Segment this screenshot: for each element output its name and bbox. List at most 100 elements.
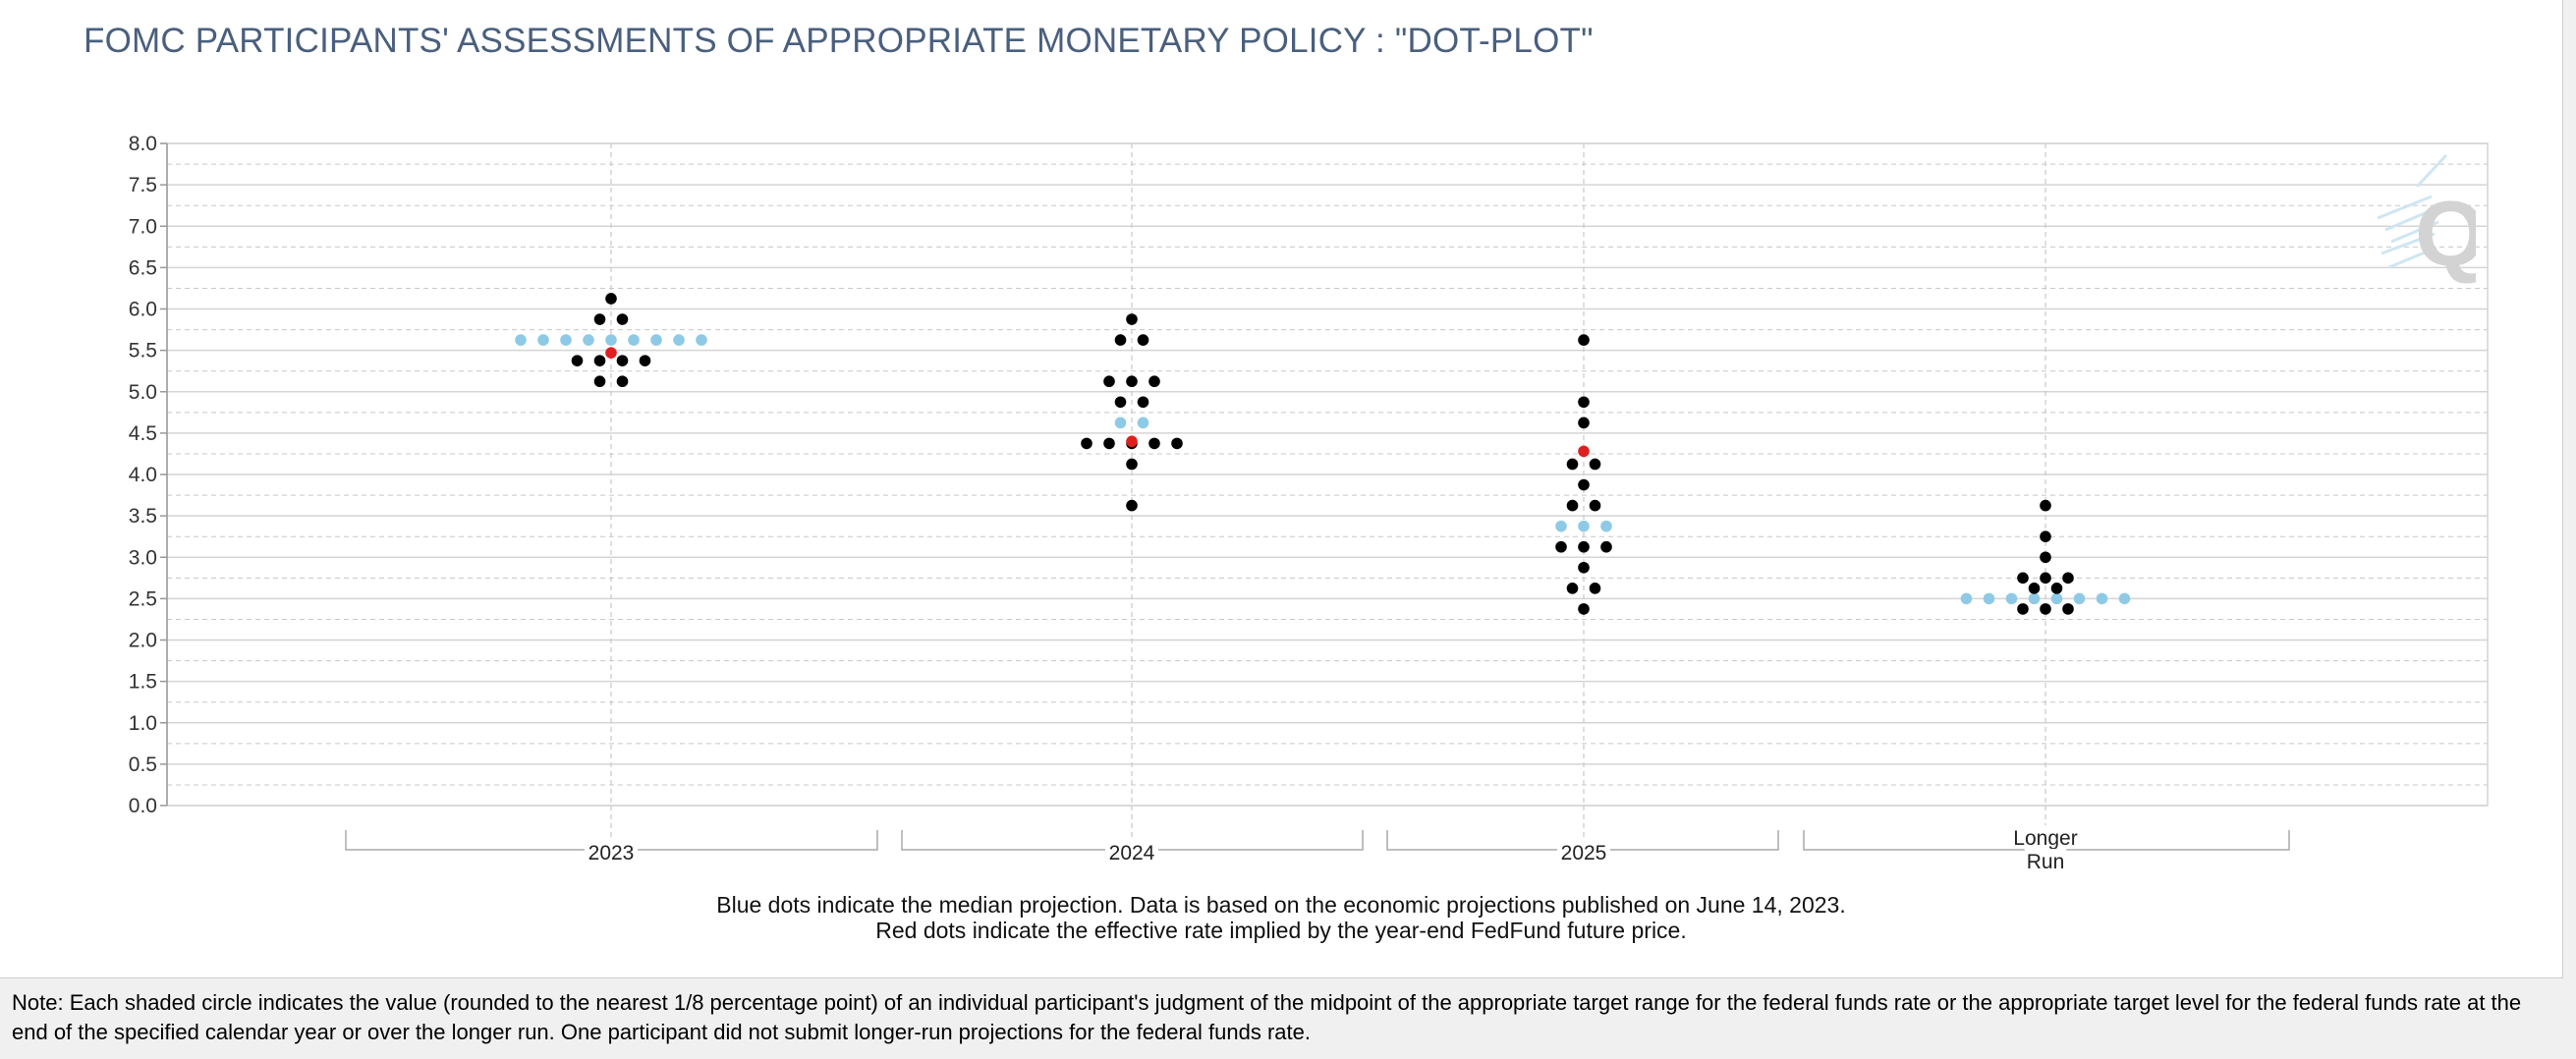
participant-dot	[1126, 458, 1138, 471]
participant-dot	[1171, 437, 1183, 450]
participant-dot	[1600, 540, 1612, 553]
median-dot	[2028, 592, 2041, 605]
median-dot	[696, 334, 707, 346]
participant-dot	[1578, 334, 1590, 346]
y-tick-label: 1.5	[129, 671, 157, 694]
participant-dot	[1126, 375, 1138, 388]
dot-plot-chart: 0.0 0.5 1.0 1.5 2.0 2.5 3.0 3.5 4.0 4.5 5.0 5.5 6.0 6…	[129, 133, 2489, 873]
footnote: Note: Each shaded circle indicates the v…	[12, 990, 2522, 1044]
median-dot	[2118, 592, 2131, 605]
chart-title: FOMC PARTICIPANTS' ASSESSMENTS OF APPROP…	[84, 22, 1594, 60]
participant-dot	[639, 355, 651, 366]
x-tick-label: Longer	[2013, 827, 2077, 850]
participant-dot	[605, 293, 617, 305]
participant-dot	[2040, 499, 2051, 512]
x-tick-label: Run	[2027, 851, 2065, 873]
participant-dot	[2017, 603, 2029, 615]
median-dot	[2073, 592, 2086, 605]
median-dot	[1600, 520, 1612, 532]
participant-dot	[2040, 603, 2051, 615]
y-tick-label: 7.5	[129, 174, 157, 196]
x-tick-label: 2025	[1561, 842, 1607, 864]
participant-dot	[1103, 375, 1115, 388]
y-tick-label: 5.5	[129, 340, 157, 362]
y-tick-label: 4.0	[129, 464, 157, 486]
participant-dot	[593, 355, 606, 366]
participant-dot	[1114, 334, 1127, 346]
x-label-bg	[1105, 840, 1158, 864]
y-tick-label: 0.5	[129, 753, 157, 776]
participant-dot	[1148, 375, 1160, 388]
y-tick-label: 6.0	[129, 299, 157, 321]
y-tick-label: 0.0	[129, 795, 157, 817]
median-dot	[1983, 592, 1995, 605]
futures-dot	[1578, 445, 1590, 458]
chart-caption: Blue dots indicate the median projection…	[0, 892, 2562, 943]
futures-dot	[1126, 435, 1138, 448]
participant-dot	[1081, 437, 1092, 450]
participant-dot	[1578, 603, 1590, 615]
participant-dot	[616, 313, 629, 325]
median-dot	[673, 334, 685, 346]
participant-dot	[2017, 572, 2029, 585]
futures-series	[605, 347, 1590, 458]
y-tick-label: 8.0	[129, 133, 157, 155]
participant-dot	[1578, 478, 1590, 491]
grid	[167, 142, 2488, 807]
median-dot	[1137, 417, 1149, 429]
futures-dot	[605, 347, 617, 359]
y-tick-label: 3.0	[129, 546, 157, 569]
participant-dot	[1566, 583, 1579, 594]
median-dot	[560, 334, 572, 346]
median-dot	[2050, 592, 2063, 605]
y-tick-label: 6.5	[129, 256, 157, 279]
participant-dot	[1578, 417, 1590, 429]
median-dot	[1555, 520, 1567, 532]
participant-dot	[593, 375, 606, 388]
participant-dot	[1126, 313, 1138, 325]
participant-dot	[1114, 396, 1127, 409]
y-tick-label: 5.0	[129, 381, 157, 404]
participant-dot	[593, 313, 606, 325]
participant-dot	[1578, 561, 1590, 574]
median-dot	[628, 334, 640, 346]
x-label-bg	[2007, 825, 2084, 849]
y-tick-label: 4.5	[129, 422, 157, 445]
participant-dot	[1126, 499, 1138, 512]
participant-dot	[1578, 540, 1590, 553]
x-tick-label: 2024	[1109, 842, 1155, 864]
caption-line-1: Blue dots indicate the median projection…	[716, 892, 1846, 918]
participant-dot	[1137, 334, 1149, 346]
participant-dot	[1578, 396, 1590, 409]
median-dot	[537, 334, 549, 346]
participant-dot	[2062, 603, 2074, 615]
participant-dot	[2050, 583, 2063, 594]
median-dot	[583, 334, 594, 346]
participant-dot	[1148, 437, 1160, 450]
participant-dot	[2028, 583, 2041, 594]
y-tick-label: 2.5	[129, 587, 157, 610]
y-tick-label: 3.5	[129, 505, 157, 528]
median-dot	[1114, 417, 1127, 429]
x-label-bg	[1557, 840, 1610, 864]
participant-dot	[1555, 540, 1567, 553]
median-dot	[605, 334, 617, 346]
participant-dot	[1137, 396, 1149, 409]
x-label-bg	[585, 840, 638, 864]
participant-dot	[1566, 499, 1579, 512]
y-tick-label: 7.0	[129, 215, 157, 238]
y-tick-label: 1.0	[129, 712, 157, 735]
participant-dot	[1589, 499, 1601, 512]
median-dot	[2096, 592, 2108, 605]
median-dot	[1578, 520, 1590, 532]
participant-dot	[2040, 572, 2051, 585]
x-label-bg	[2024, 849, 2067, 872]
y-axis-ticks: 0.0 0.5 1.0 1.5 2.0 2.5 3.0 3.5 4.0 4.5 5.0 5.5 6.0 6…	[129, 133, 167, 817]
participant-dot	[1589, 583, 1601, 594]
x-tick-label: 2023	[588, 842, 635, 864]
svg-text:Q: Q	[2415, 182, 2476, 285]
participant-dot	[1566, 458, 1579, 471]
participant-dot	[616, 355, 629, 366]
median-dot	[1960, 592, 1973, 605]
